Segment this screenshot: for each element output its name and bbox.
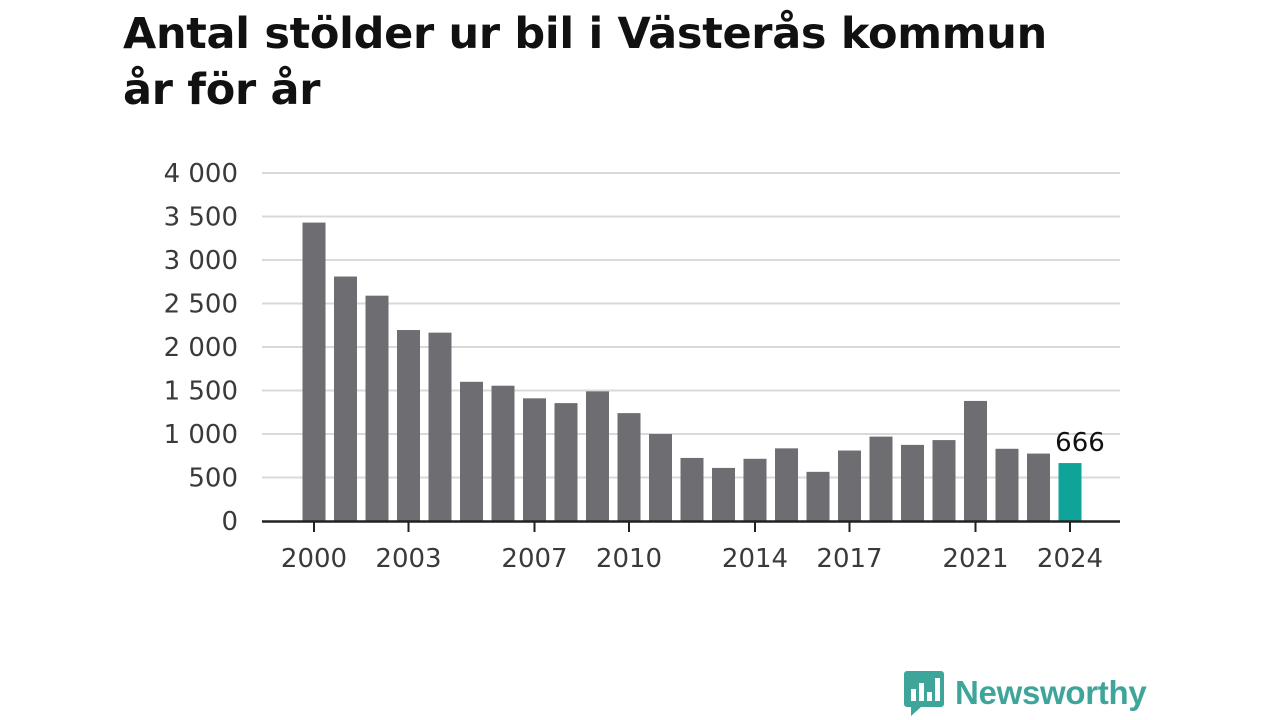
bar-2005 [460,381,483,521]
brand-logo: Newsworthy [903,669,1147,717]
x-tick-label-2021: 2021 [942,544,1008,574]
gridlines [262,172,1120,479]
y-tick-label: 2 500 [164,290,238,320]
y-tick-label: 0 [221,507,238,537]
bar-2001 [334,276,357,521]
bar-2009 [586,391,609,521]
bar-2002 [365,295,389,521]
bar-2021 [964,400,987,521]
bar-2011 [649,434,672,521]
x-axis [262,520,1120,532]
y-tick-label: 500 [188,464,238,494]
chart-title-line-1: Antal stölder ur bil i Västerås kommun [123,9,1047,59]
bar-2010 [617,413,641,521]
bar-2013 [712,467,735,521]
y-tick-label: 3 000 [164,246,238,276]
bar-2012 [680,457,704,521]
bar-2006 [491,385,515,521]
brand-name: Newsworthy [955,674,1147,711]
bar-2024 [1058,463,1082,521]
chart-title: Antal stölder ur bil i Västerås kommun å… [123,6,1223,118]
x-tick-label-2003: 2003 [375,544,441,574]
newsworthy-chart-bubble-icon [904,671,944,716]
y-axis-tick-labels: 0 500 1 000 1 500 2 000 2 500 3 000 3 500 4 000 [164,159,238,537]
y-tick-label: 2 000 [164,333,238,363]
y-tick-label: 1 500 [164,377,238,407]
x-tick-label-2000: 2000 [281,544,347,574]
bar-2016 [806,471,830,521]
bar-2023 [1027,453,1050,521]
bar-2007 [523,398,546,521]
y-tick-label: 3 500 [164,203,238,233]
x-tick-label-2014: 2014 [722,544,788,574]
x-tick-label-2010: 2010 [596,544,662,574]
data-label-2024: 666 [1055,428,1105,458]
bar-2015 [775,448,798,521]
bar-2000 [302,222,326,521]
y-tick-label: 1 000 [164,420,238,450]
x-tick-label-2024: 2024 [1037,544,1103,574]
bar-2008 [554,403,578,521]
x-tick-label-2017: 2017 [816,544,882,574]
bars [302,222,1082,521]
x-tick-label-2007: 2007 [501,544,567,574]
data-labels: 666 [1055,428,1105,458]
bar-2018 [869,436,893,521]
bar-2003 [397,330,420,521]
y-tick-label: 4 000 [164,159,238,189]
bar-2022 [995,448,1019,521]
bar-2004 [428,332,452,521]
bar-2014 [743,458,767,521]
bar-2017 [838,450,861,521]
chart-title-line-2: år för år [123,65,321,115]
bar-2020 [932,440,956,521]
bar-2019 [901,444,924,521]
x-axis-tick-labels: 2000 2003 2007 2010 2014 2017 2021 2024 [281,544,1103,574]
